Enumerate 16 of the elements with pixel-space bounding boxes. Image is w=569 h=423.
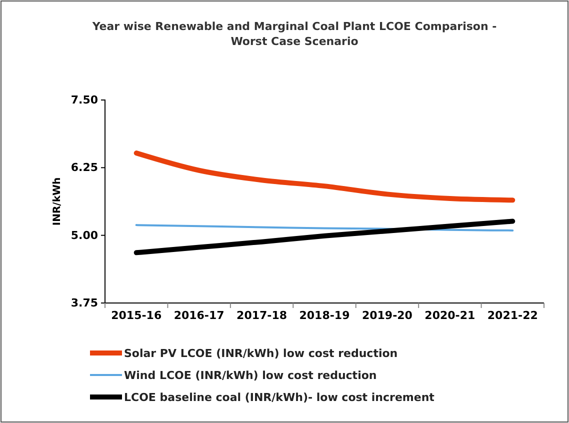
x-tick-label: 2015-16 [111, 309, 162, 322]
x-tick-label: 2021-22 [487, 309, 538, 322]
x-tick-label: 2019-20 [362, 309, 413, 322]
legend-label: Wind LCOE (INR/kWh) low cost reduction [124, 369, 377, 382]
y-axis-title: INR/kWh [52, 177, 63, 226]
y-tick-label: 5.00 [70, 228, 98, 242]
x-tick-label: 2018-19 [299, 309, 350, 322]
y-tick-label: 7.50 [70, 94, 98, 107]
y-tick-label: 6.25 [70, 161, 98, 174]
legend-label: Solar PV LCOE (INR/kWh) low cost reduction [124, 347, 398, 360]
legend-label: LCOE baseline coal (INR/kWh)- low cost increment [124, 391, 434, 404]
x-tick-label: 2017-18 [236, 309, 288, 322]
y-tick-label: 3.75 [70, 296, 98, 310]
x-tick-label: 2016-17 [174, 309, 224, 322]
x-tick-label: 2020-21 [424, 309, 476, 322]
chart-title: Year wise Renewable and Marginal Coal Plant LCOE Comparison - Worst Case Scenario [91, 20, 497, 48]
